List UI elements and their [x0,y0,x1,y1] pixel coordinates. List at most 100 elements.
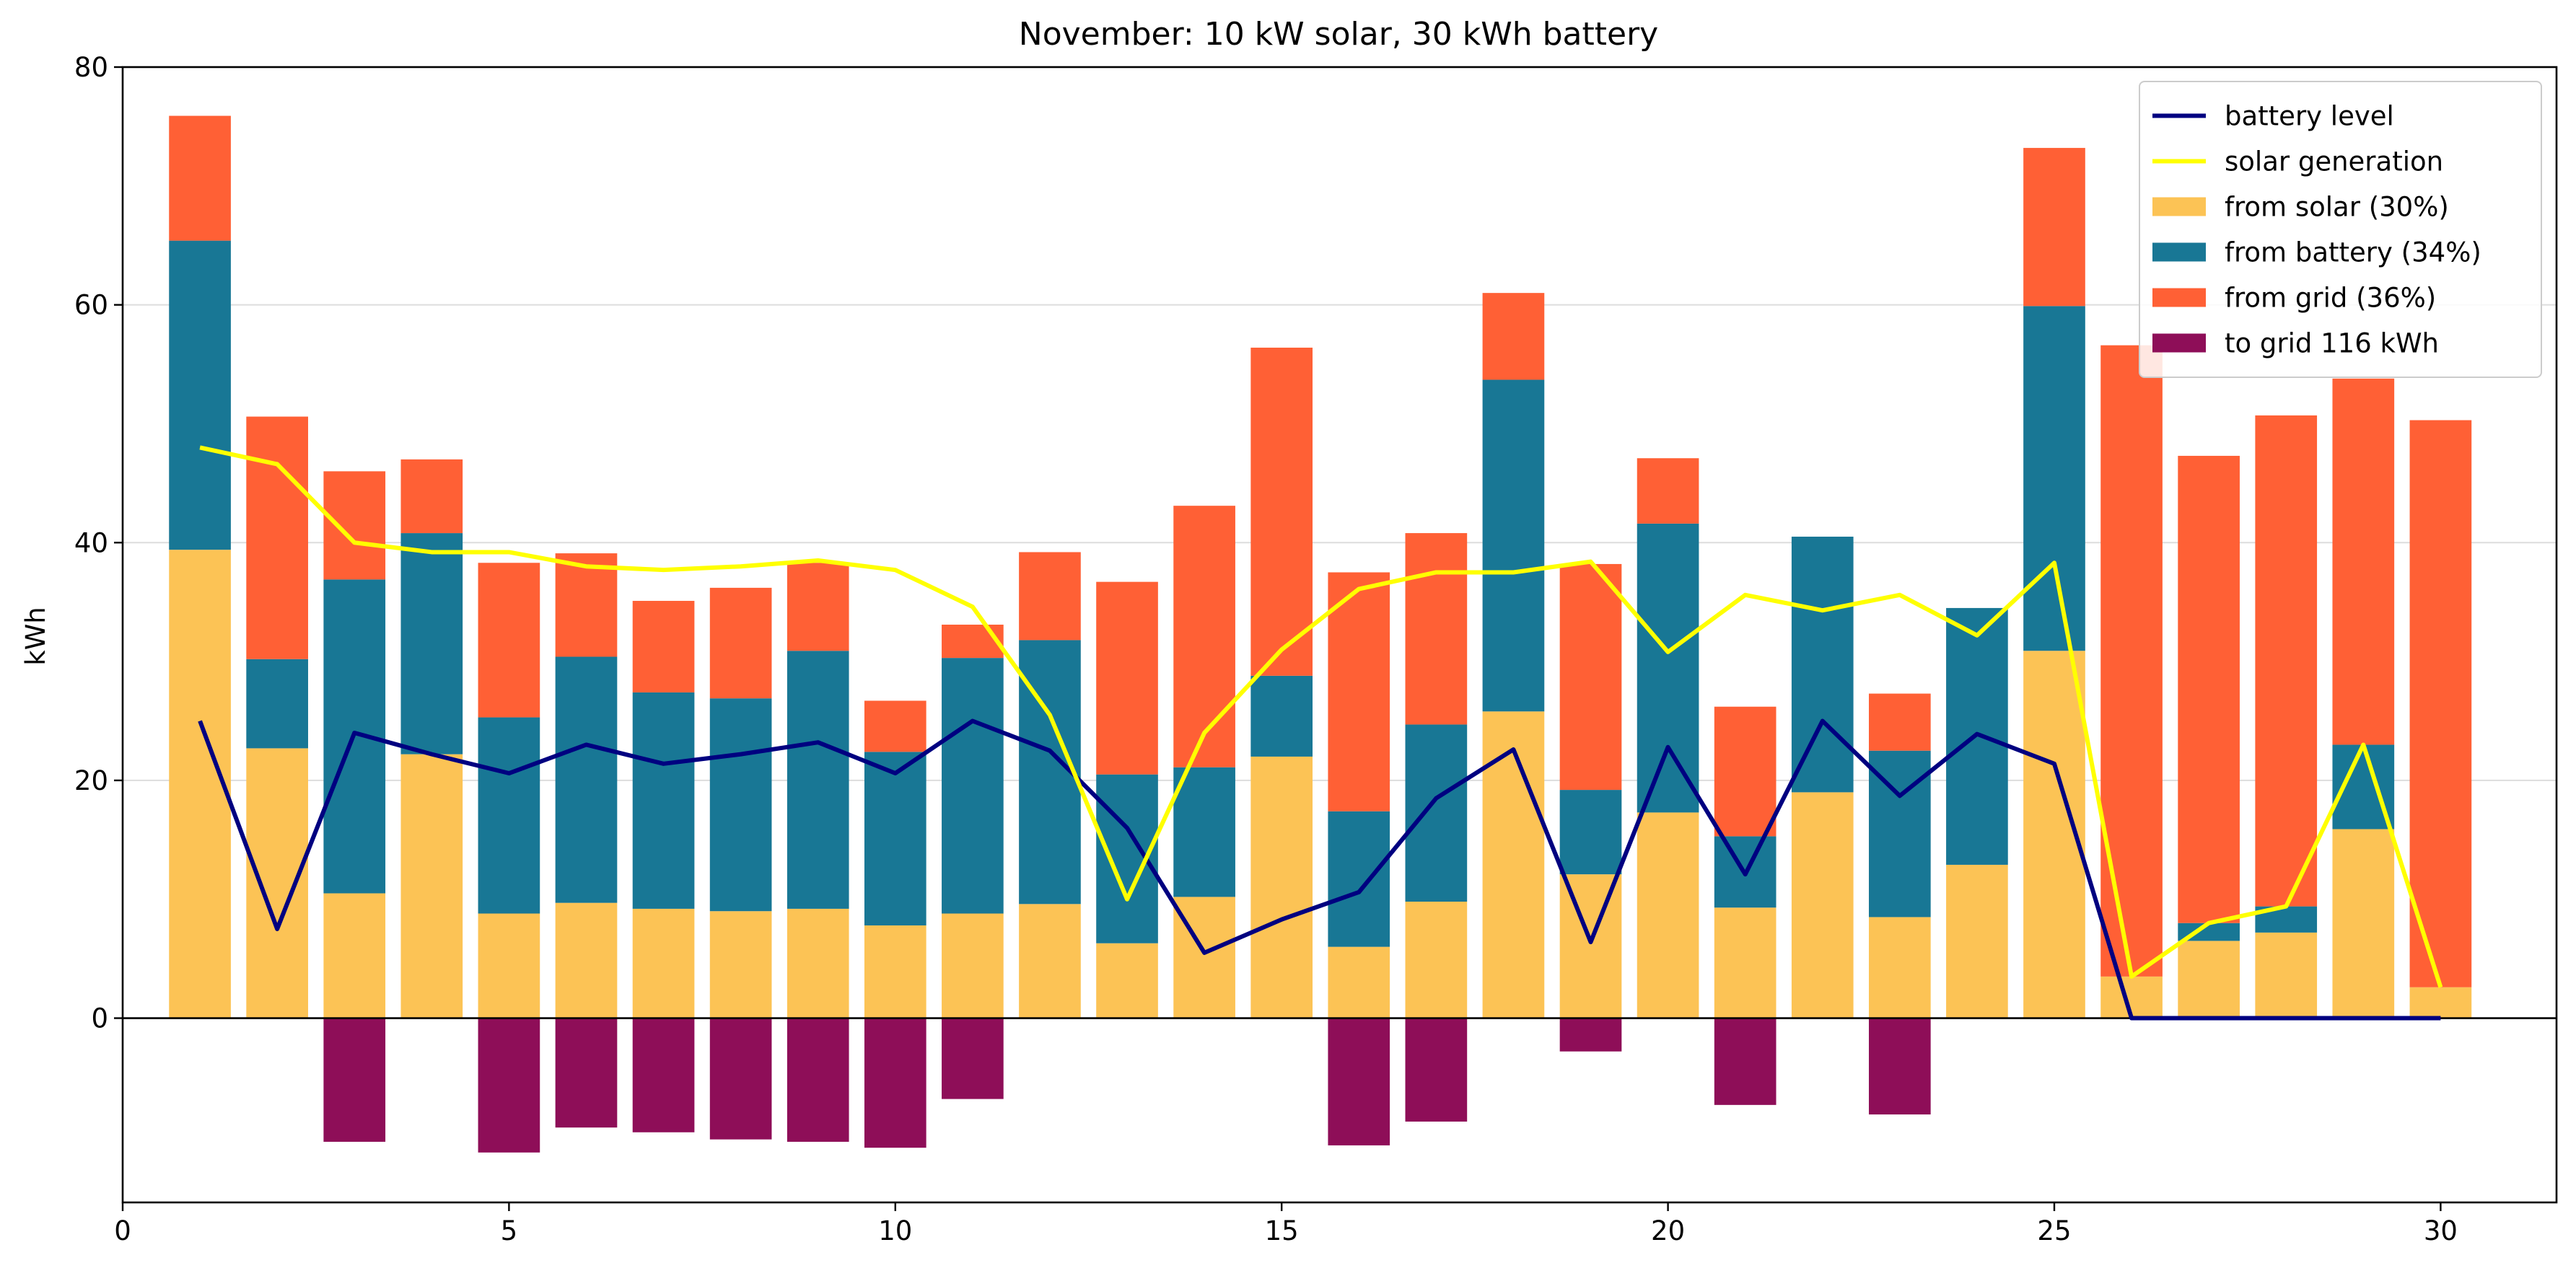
bar-segment [400,754,463,1018]
bar-segment [1328,1018,1390,1145]
bar-segment [1250,675,1313,757]
legend-swatch [2152,288,2206,307]
bar-segment [1482,379,1545,712]
bar-segment [1250,347,1313,676]
bar-segment [2178,941,2240,1018]
bar-segment [1714,1018,1777,1105]
bar-segment [942,658,1004,914]
bar-segment [1637,523,1699,813]
bar-segment [246,416,308,659]
bar-segment [864,1018,926,1148]
bar-segment [478,1018,540,1153]
bars [169,115,2472,1153]
bar-segment [1405,724,1468,902]
legend-box [2139,81,2542,378]
bar-segment [787,908,849,1018]
bar-segment [1791,792,1854,1018]
x-tick-label: 20 [1651,1215,1685,1246]
bar-segment [1328,946,1390,1018]
bar-segment [555,656,618,903]
bar-segment [169,240,231,550]
legend-swatch [2152,242,2206,262]
bar-segment [555,553,618,657]
bar-segment [2178,455,2240,923]
bar-segment [246,748,308,1018]
bar-segment [1714,706,1777,837]
bar-segment [864,752,926,925]
bar-segment [864,925,926,1018]
bar-segment [1559,1018,1622,1052]
bar-segment [1328,572,1390,811]
bar-segment [1173,506,1235,767]
legend-label: battery level [2225,101,2394,132]
bar-segment [1868,1018,1931,1115]
bar-segment [1791,537,1854,793]
bar-segment [2255,415,2318,907]
bar-segment [709,911,772,1018]
bar-segment [1019,904,1081,1018]
legend: battery level solar generation from solar … [2139,81,2542,378]
chart-title: November: 10 kW solar, 30 kWh battery [1019,16,1658,53]
bar-segment [1405,533,1468,725]
bar-segment [1019,552,1081,641]
bar-segment [323,471,386,580]
bar-segment [400,533,463,754]
bar-segment [1482,293,1545,380]
bar-segment [632,1018,695,1132]
bar-segment [1482,711,1545,1018]
y-axis-label: kWh [20,607,51,665]
bar-segment [2332,829,2395,1018]
legend-swatch [2152,197,2206,216]
y-tick-label: 40 [74,527,108,558]
bar-segment [864,700,926,752]
bar-segment [1250,756,1313,1018]
axis-ticks: 0 5 10 15 20 25 30 0 20 40 60 80 [74,52,2458,1246]
bar-segment [1096,943,1158,1018]
bar-segment [246,659,308,749]
bar-segment [942,1018,1004,1099]
bar-segment [1637,812,1699,1018]
bar-segment [1868,693,1931,751]
bar-segment [1946,864,2008,1018]
bar-segment [2332,378,2395,745]
bar-segment [400,459,463,534]
bar-segment [632,601,695,692]
legend-label: to grid 116 kWh [2225,328,2439,359]
bar-segment [1714,907,1777,1018]
bar-segment [2255,932,2318,1018]
x-tick-label: 25 [2037,1215,2071,1246]
y-tick-label: 80 [74,52,108,83]
legend-label: from solar (30%) [2225,192,2449,223]
bar-segment [323,1018,386,1142]
bar-segment [1173,767,1235,897]
y-tick-label: 20 [74,765,108,796]
bar-segment [478,717,540,914]
x-tick-label: 15 [1265,1215,1299,1246]
x-tick-label: 10 [878,1215,912,1246]
bar-segment [1096,581,1158,775]
series-line [198,718,2441,1021]
bar-segment [632,692,695,909]
bar-segment [942,624,1004,659]
bar-segment [709,698,772,912]
bar-segment [323,893,386,1018]
bar-segment [1868,917,1931,1018]
legend-label: from grid (36%) [2225,283,2436,314]
bar-segment [2100,345,2163,977]
bar-segment [1559,790,1622,875]
bar-segment [1405,902,1468,1018]
bar-segment [169,550,231,1018]
y-tick-label: 0 [91,1003,108,1034]
bar-segment [2409,420,2472,987]
bar-segment [169,115,231,241]
bar-segment [2023,306,2085,651]
bar-segment [1637,458,1699,524]
bar-segment [787,1018,849,1142]
bar-segment [709,587,772,699]
bar-segment [478,563,540,718]
bar-segment [2023,148,2085,307]
x-tick-label: 5 [501,1215,518,1246]
bar-segment [942,913,1004,1018]
series-line [199,445,2443,988]
